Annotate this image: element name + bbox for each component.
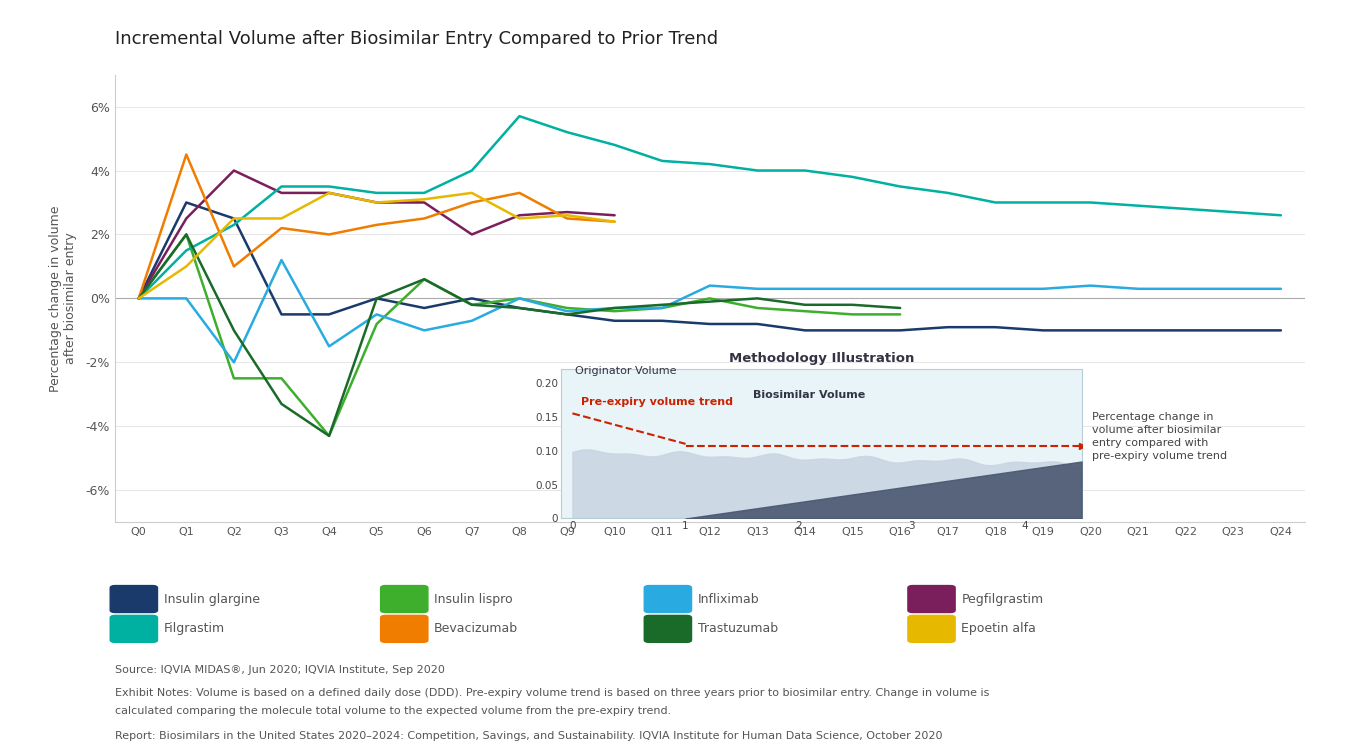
Title: Methodology Illustration: Methodology Illustration [729,352,914,366]
Text: Infliximab: Infliximab [698,592,760,606]
Text: Trastuzumab: Trastuzumab [698,622,777,636]
Text: Originator Volume: Originator Volume [575,366,676,376]
Text: Insulin lispro: Insulin lispro [434,592,512,606]
Text: Exhibit Notes: Volume is based on a defined daily dose (DDD). Pre-expiry volume : Exhibit Notes: Volume is based on a defi… [115,688,990,698]
Text: Report: Biosimilars in the United States 2020–2024: Competition, Savings, and Su: Report: Biosimilars in the United States… [115,731,942,741]
Text: Pegfilgrastim: Pegfilgrastim [961,592,1044,606]
Text: calculated comparing the molecule total volume to the expected volume from the p: calculated comparing the molecule total … [115,706,671,716]
Text: Percentage change in
volume after biosimilar
entry compared with
pre-expiry volu: Percentage change in volume after biosim… [1092,412,1228,461]
Text: Pre-expiry volume trend: Pre-expiry volume trend [581,397,733,407]
Text: Bevacizumab: Bevacizumab [434,622,518,636]
Text: Insulin glargine: Insulin glargine [164,592,260,606]
Text: Epoetin alfa: Epoetin alfa [961,622,1036,636]
Text: Biosimilar Volume: Biosimilar Volume [753,390,865,400]
Text: Filgrastim: Filgrastim [164,622,224,636]
Text: Source: IQVIA MIDAS®, Jun 2020; IQVIA Institute, Sep 2020: Source: IQVIA MIDAS®, Jun 2020; IQVIA In… [115,665,445,675]
Y-axis label: Percentage change in volume
after biosimilar entry: Percentage change in volume after biosim… [50,205,77,392]
Text: Incremental Volume after Biosimilar Entry Compared to Prior Trend: Incremental Volume after Biosimilar Entr… [115,31,718,48]
